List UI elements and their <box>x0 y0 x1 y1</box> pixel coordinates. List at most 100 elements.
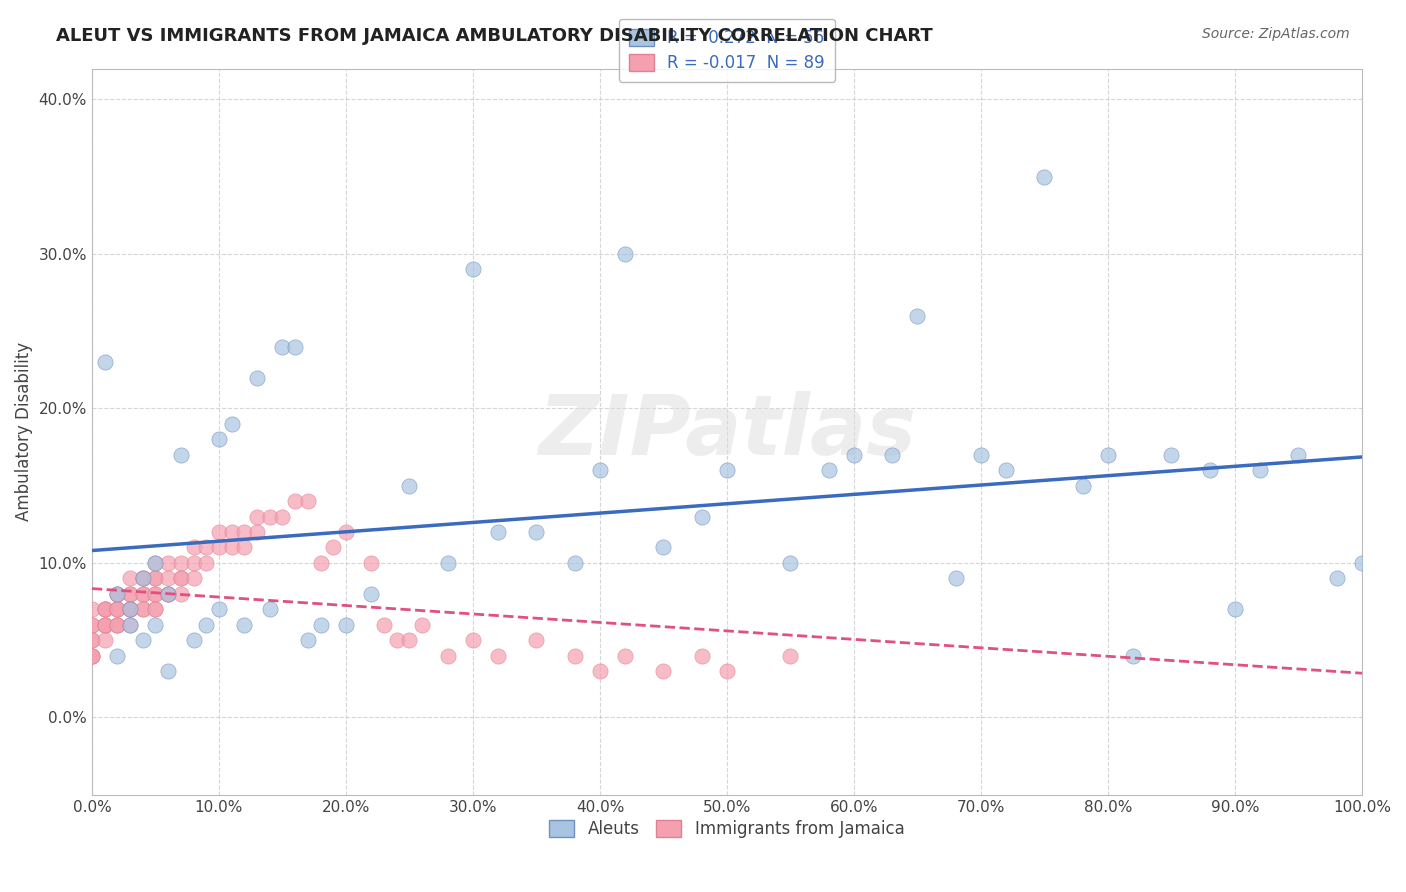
Point <box>284 494 307 508</box>
Point <box>145 571 167 585</box>
Point <box>970 448 993 462</box>
Point <box>80 617 103 632</box>
Point <box>195 556 218 570</box>
Point <box>145 587 167 601</box>
Point <box>183 571 205 585</box>
Point <box>208 524 231 539</box>
Point <box>157 587 180 601</box>
Point <box>360 556 382 570</box>
Point <box>105 587 128 601</box>
Point <box>105 617 128 632</box>
Point <box>195 617 218 632</box>
Point <box>80 633 103 648</box>
Point <box>945 571 967 585</box>
Point <box>284 340 307 354</box>
Point <box>145 587 167 601</box>
Text: Source: ZipAtlas.com: Source: ZipAtlas.com <box>1202 27 1350 41</box>
Point <box>132 571 155 585</box>
Point <box>880 448 903 462</box>
Point <box>118 602 141 616</box>
Point <box>105 587 128 601</box>
Point <box>436 648 458 663</box>
Point <box>1249 463 1271 477</box>
Point <box>80 602 103 616</box>
Point <box>183 633 205 648</box>
Point <box>80 617 103 632</box>
Point <box>132 571 155 585</box>
Point <box>132 587 155 601</box>
Legend: Aleuts, Immigrants from Jamaica: Aleuts, Immigrants from Jamaica <box>543 813 911 845</box>
Point <box>461 633 484 648</box>
Point <box>526 524 548 539</box>
Point <box>157 587 180 601</box>
Point <box>842 448 865 462</box>
Y-axis label: Ambulatory Disability: Ambulatory Disability <box>15 342 32 521</box>
Point <box>93 617 115 632</box>
Point <box>145 617 167 632</box>
Point <box>779 648 801 663</box>
Point <box>271 340 294 354</box>
Point <box>183 541 205 555</box>
Point <box>208 433 231 447</box>
Point <box>233 617 256 632</box>
Point <box>1033 169 1056 184</box>
Point <box>614 247 637 261</box>
Point <box>170 556 193 570</box>
Point <box>93 602 115 616</box>
Point <box>461 262 484 277</box>
Point <box>170 571 193 585</box>
Point <box>221 541 243 555</box>
Point <box>436 556 458 570</box>
Point <box>716 664 738 678</box>
Point <box>145 602 167 616</box>
Point <box>259 602 281 616</box>
Point <box>1198 463 1220 477</box>
Point <box>105 602 128 616</box>
Point <box>195 541 218 555</box>
Point <box>907 309 929 323</box>
Point <box>398 478 420 492</box>
Point <box>373 617 395 632</box>
Point <box>105 617 128 632</box>
Point <box>93 355 115 369</box>
Point <box>157 571 180 585</box>
Point <box>233 541 256 555</box>
Point <box>817 463 839 477</box>
Point <box>297 633 319 648</box>
Point <box>322 541 344 555</box>
Point <box>132 602 155 616</box>
Point <box>995 463 1018 477</box>
Point <box>271 509 294 524</box>
Point <box>80 648 103 663</box>
Point <box>246 524 269 539</box>
Point <box>132 633 155 648</box>
Point <box>93 617 115 632</box>
Point <box>779 556 801 570</box>
Point <box>170 448 193 462</box>
Point <box>118 617 141 632</box>
Point <box>105 587 128 601</box>
Point <box>208 541 231 555</box>
Point <box>170 587 193 601</box>
Point <box>716 463 738 477</box>
Point <box>145 571 167 585</box>
Point <box>221 524 243 539</box>
Point <box>93 617 115 632</box>
Point <box>145 556 167 570</box>
Point <box>690 648 713 663</box>
Text: ZIPatlas: ZIPatlas <box>538 391 915 472</box>
Point <box>145 602 167 616</box>
Point <box>564 648 586 663</box>
Point <box>105 648 128 663</box>
Point <box>80 633 103 648</box>
Point <box>1071 478 1094 492</box>
Text: ALEUT VS IMMIGRANTS FROM JAMAICA AMBULATORY DISABILITY CORRELATION CHART: ALEUT VS IMMIGRANTS FROM JAMAICA AMBULAT… <box>56 27 934 45</box>
Point <box>118 602 141 616</box>
Point <box>1326 571 1348 585</box>
Point <box>145 556 167 570</box>
Point <box>157 556 180 570</box>
Point <box>233 524 256 539</box>
Point <box>486 524 509 539</box>
Point <box>614 648 637 663</box>
Point <box>1351 556 1374 570</box>
